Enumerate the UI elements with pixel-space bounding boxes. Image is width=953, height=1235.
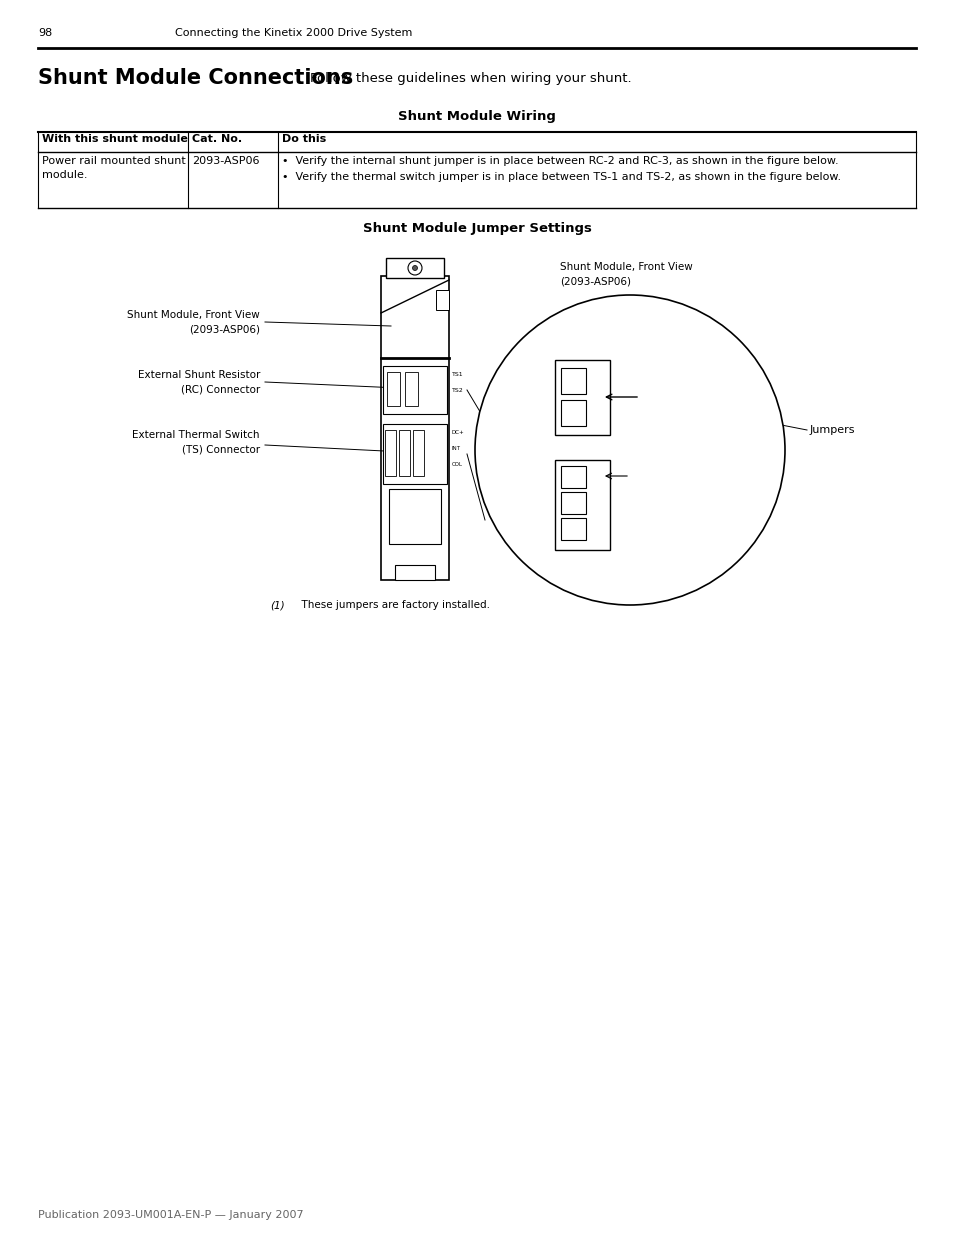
Bar: [385, 430, 395, 475]
Text: TS2: TS2: [619, 396, 651, 414]
Text: Connecting the Kinetix 2000 Drive System: Connecting the Kinetix 2000 Drive System: [174, 28, 412, 38]
Bar: [382, 366, 447, 414]
Bar: [380, 275, 449, 580]
Bar: [382, 424, 447, 484]
Bar: [386, 258, 443, 278]
Bar: [555, 359, 609, 435]
Bar: [560, 368, 585, 394]
Bar: [555, 459, 609, 550]
Text: 3: 3: [566, 525, 578, 534]
Text: 1: 1: [566, 377, 578, 385]
Bar: [389, 489, 440, 543]
Text: Shunt Module, Front View
(2093-ASP06): Shunt Module, Front View (2093-ASP06): [127, 310, 260, 333]
Bar: [560, 517, 585, 540]
Text: 2093-ASP06: 2093-ASP06: [192, 156, 259, 165]
Text: Power rail mounted shunt
module.: Power rail mounted shunt module.: [42, 156, 186, 180]
Text: INT: INT: [452, 446, 460, 451]
Text: •  Verify the internal shunt jumper is in place between RC-2 and RC-3, as shown : • Verify the internal shunt jumper is in…: [282, 156, 838, 165]
Circle shape: [412, 266, 417, 270]
Circle shape: [475, 295, 784, 605]
Text: Jumpers: Jumpers: [809, 425, 855, 435]
Text: External Thermal Switch
(TS) Connector: External Thermal Switch (TS) Connector: [132, 430, 260, 454]
Text: Do this: Do this: [282, 135, 326, 144]
Text: These jumpers are factory installed.: These jumpers are factory installed.: [294, 600, 490, 610]
Text: Cat. No.: Cat. No.: [192, 135, 242, 144]
Text: TS2: TS2: [452, 388, 463, 393]
Text: •  Verify the thermal switch jumper is in place between TS-1 and TS-2, as shown : • Verify the thermal switch jumper is in…: [282, 172, 841, 182]
Text: 98: 98: [38, 28, 52, 38]
Bar: [436, 290, 449, 310]
Bar: [560, 400, 585, 426]
Text: INT: INT: [619, 490, 654, 510]
Text: Follow these guidelines when wiring your shunt.: Follow these guidelines when wiring your…: [310, 72, 631, 85]
Bar: [405, 372, 417, 406]
Text: Shunt Module Connections: Shunt Module Connections: [38, 68, 353, 88]
Text: 1: 1: [566, 473, 578, 480]
Bar: [387, 372, 399, 406]
Text: DC+: DC+: [452, 430, 464, 435]
Text: With this shunt module: With this shunt module: [42, 135, 188, 144]
Bar: [560, 466, 585, 488]
Text: 2: 2: [566, 409, 578, 417]
Bar: [560, 492, 585, 514]
Text: (1): (1): [270, 600, 284, 610]
Text: COL: COL: [619, 520, 661, 540]
Text: TS1: TS1: [619, 364, 651, 382]
Text: DC+: DC+: [619, 462, 667, 482]
Text: Shunt Module, Front View
(2093-ASP06): Shunt Module, Front View (2093-ASP06): [559, 262, 692, 287]
Text: External Shunt Resistor
(RC) Connector: External Shunt Resistor (RC) Connector: [137, 370, 260, 394]
Bar: [398, 430, 410, 475]
Text: Shunt Module Jumper Settings: Shunt Module Jumper Settings: [362, 222, 591, 235]
Bar: [395, 564, 435, 580]
Text: Publication 2093-UM001A-EN-P — January 2007: Publication 2093-UM001A-EN-P — January 2…: [38, 1210, 303, 1220]
Text: Shunt Module Wiring: Shunt Module Wiring: [397, 110, 556, 124]
Text: COL: COL: [452, 462, 462, 467]
Text: TS1: TS1: [452, 372, 463, 377]
Text: 2: 2: [566, 499, 578, 506]
Circle shape: [408, 261, 421, 275]
Bar: [413, 430, 423, 475]
